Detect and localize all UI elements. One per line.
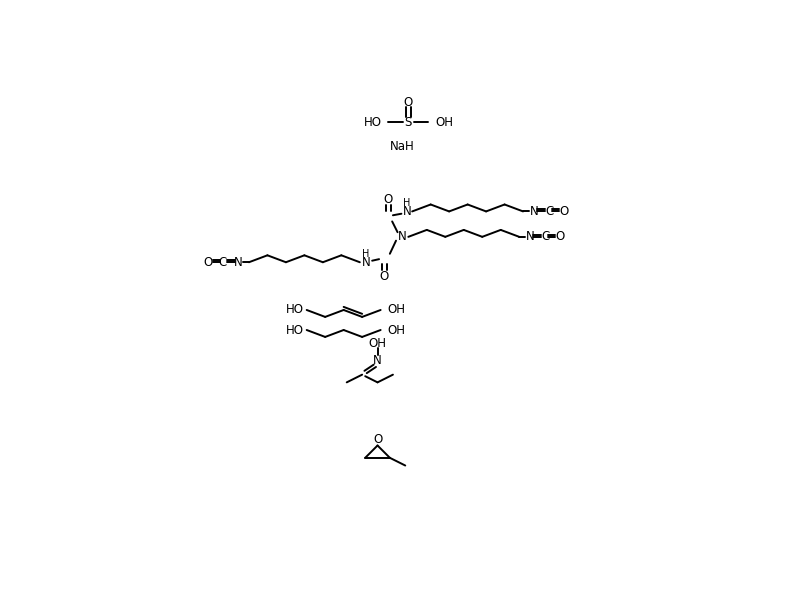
Text: O: O — [403, 96, 413, 109]
Text: O: O — [380, 270, 389, 283]
Text: OH: OH — [368, 337, 387, 350]
Text: C: C — [541, 230, 550, 244]
Text: H: H — [403, 198, 411, 208]
Text: S: S — [404, 116, 412, 128]
Text: HO: HO — [364, 116, 381, 128]
Text: N: N — [526, 230, 535, 244]
Text: C: C — [545, 205, 554, 218]
Text: H: H — [362, 249, 370, 259]
Text: N: N — [362, 256, 371, 268]
Text: C: C — [219, 256, 227, 268]
Text: O: O — [373, 433, 382, 446]
Text: OH: OH — [388, 304, 406, 317]
Text: N: N — [398, 230, 407, 244]
Text: N: N — [234, 256, 243, 268]
Text: O: O — [204, 256, 213, 268]
Text: HO: HO — [285, 304, 304, 317]
Text: NaH: NaH — [390, 140, 415, 153]
Text: O: O — [555, 230, 565, 244]
Text: O: O — [384, 192, 393, 206]
Text: OH: OH — [388, 324, 406, 336]
Text: N: N — [530, 205, 539, 218]
Text: N: N — [403, 205, 411, 218]
Text: O: O — [559, 205, 569, 218]
Text: OH: OH — [435, 116, 453, 128]
Text: HO: HO — [285, 324, 304, 336]
Text: N: N — [373, 354, 382, 367]
